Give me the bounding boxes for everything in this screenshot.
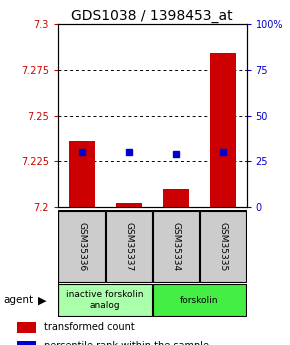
Text: GSM35337: GSM35337	[124, 222, 133, 271]
Text: percentile rank within the sample: percentile rank within the sample	[44, 341, 209, 345]
FancyBboxPatch shape	[153, 284, 246, 316]
FancyBboxPatch shape	[153, 211, 199, 282]
Text: transformed count: transformed count	[44, 322, 135, 332]
Bar	[17, 322, 36, 333]
FancyBboxPatch shape	[59, 211, 105, 282]
Bar	[163, 189, 189, 207]
Bar	[210, 53, 236, 207]
FancyBboxPatch shape	[106, 211, 152, 282]
Text: ▶: ▶	[38, 295, 46, 305]
Text: GSM35336: GSM35336	[77, 222, 86, 271]
Bar	[69, 141, 95, 207]
Text: forskolin: forskolin	[180, 296, 219, 305]
Title: GDS1038 / 1398453_at: GDS1038 / 1398453_at	[71, 9, 233, 23]
Bar	[116, 203, 142, 207]
Text: GSM35335: GSM35335	[218, 222, 227, 271]
Text: agent: agent	[3, 295, 33, 305]
FancyBboxPatch shape	[59, 284, 152, 316]
Bar	[17, 341, 36, 345]
Text: inactive forskolin
analog: inactive forskolin analog	[66, 290, 144, 310]
Text: GSM35334: GSM35334	[171, 222, 180, 271]
FancyBboxPatch shape	[200, 211, 246, 282]
